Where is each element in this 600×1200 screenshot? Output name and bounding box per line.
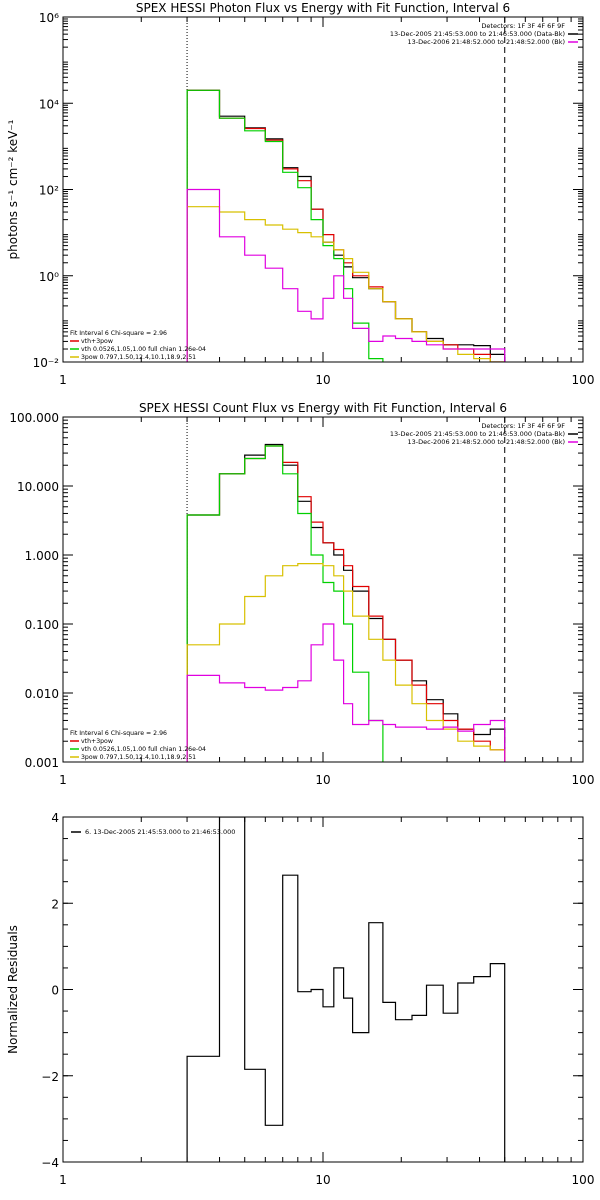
photon-series-vth-3pow: [187, 90, 505, 382]
photon-ytick-label: 10⁴: [39, 97, 59, 111]
count-ytick-label: 1.000: [25, 549, 59, 563]
photon-legend-bottom-text: vth+3pow: [81, 338, 113, 345]
photon-ylabel: photons s⁻¹ cm⁻² keV⁻¹: [6, 119, 20, 259]
count-series-data-bk: [187, 445, 505, 783]
resid-ytick-label: 4: [51, 811, 59, 825]
photon-xtick-label: 10: [315, 373, 330, 387]
resid-legend-top-text: 6. 13-Dec-2005 21:45:53.000 to 21:46:53.…: [85, 828, 235, 836]
count-ytick-label: 0.001: [25, 756, 59, 770]
count-chart: SPEX HESSI Count Flux vs Energy with Fit…: [9, 401, 594, 787]
count-legend-top-text: Detectors: 1F 3F 4F 6F 9F: [481, 422, 565, 430]
photon-legend-bottom-text: 3pow 0.797,1.50,12.4,10.1,18.9,2.51: [81, 354, 196, 361]
photon-series-group: [187, 90, 505, 382]
count-xtick-label: 10: [315, 773, 330, 787]
resid-xtick-label: 100: [572, 1173, 595, 1187]
count-series-vth: [187, 446, 383, 782]
photon-xtick-label: 1: [59, 373, 67, 387]
photon-series-data-bk: [187, 90, 505, 382]
count-series-3pow: [187, 564, 505, 782]
resid-ytick-label: −4: [41, 1156, 59, 1170]
resid-ylabel: Normalized Residuals: [6, 925, 20, 1054]
photon-chart: SPEX HESSI Photon Flux vs Energy with Fi…: [6, 1, 594, 387]
count-ytick-label: 100.000: [9, 411, 59, 425]
photon-series-vth: [187, 90, 383, 382]
photon-title: SPEX HESSI Photon Flux vs Energy with Fi…: [136, 1, 510, 15]
photon-ytick-label: 10²: [39, 184, 59, 198]
count-legend-bottom-text: 3pow 0.797,1.50,12.4,10.1,18.9,2.51: [81, 754, 196, 761]
photon-legend-bottom-text: vth 0.0526,1.05,1.00 full chian 1.26e-04: [81, 346, 206, 353]
count-series-group: [187, 445, 505, 783]
count-ytick-label: 0.010: [25, 687, 59, 701]
count-legend-bottom-text: Fit Interval 6 Chi-square = 2.96: [70, 730, 167, 737]
photon-xtick-label: 100: [572, 373, 595, 387]
photon-series-bk: [187, 190, 505, 383]
photon-series-3pow: [187, 207, 505, 382]
photon-ytick-label: 10⁶: [39, 11, 59, 25]
count-series-bk: [187, 624, 505, 782]
count-legend-top-text: 13-Dec-2006 21:48:52.000 to 21:48:52.000…: [408, 438, 566, 446]
photon-legend-top-text: 13-Dec-2005 21:45:53.000 to 21:46:53.000…: [390, 30, 565, 38]
count-legend-bottom-text: vth+3pow: [81, 738, 113, 745]
resid-ytick-label: 2: [51, 897, 59, 911]
photon-ytick-label: 10⁰: [39, 270, 59, 284]
count-ytick-label: 10.000: [17, 480, 59, 494]
resid-xtick-label: 10: [315, 1173, 330, 1187]
count-xtick-label: 100: [572, 773, 595, 787]
count-legend-bottom-text: vth 0.0526,1.05,1.00 full chian 1.26e-04: [81, 746, 206, 753]
photon-legend-top-text: 13-Dec-2006 21:48:52.000 to 21:48:52.000…: [408, 38, 566, 46]
photon-legend-bottom-text: Fit Interval 6 Chi-square = 2.96: [70, 330, 167, 337]
resid-ytick-label: 0: [51, 984, 59, 998]
photon-ytick-label: 10⁻²: [33, 356, 60, 370]
resid-xtick-label: 1: [59, 1173, 67, 1187]
resid-series-group: [187, 817, 505, 1182]
count-legend-top-text: 13-Dec-2005 21:45:53.000 to 21:46:53.000…: [390, 430, 565, 438]
resid-series-residuals: [187, 817, 505, 1182]
count-ytick-label: 0.100: [25, 618, 59, 632]
count-title: SPEX HESSI Count Flux vs Energy with Fit…: [139, 401, 507, 415]
photon-legend-top-text: Detectors: 1F 3F 4F 6F 9F: [481, 22, 565, 30]
resid-chart: Normalized Residuals 1 10 100 −4 −2 0 2 4 6. 13-D…: [6, 811, 594, 1187]
resid-ytick-label: −2: [41, 1070, 59, 1084]
count-series-vth-3pow: [187, 446, 505, 782]
count-xtick-label: 1: [59, 773, 67, 787]
